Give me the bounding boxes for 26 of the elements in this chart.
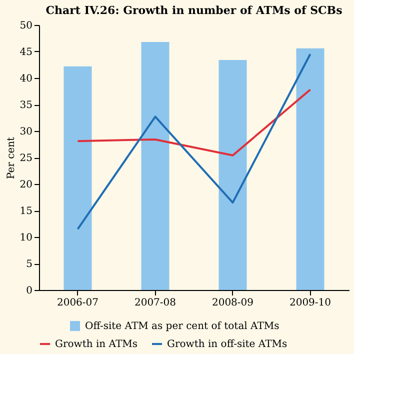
- y-tick-label: 35: [20, 100, 32, 111]
- y-axis-title: Per cent: [6, 136, 17, 180]
- y-tick-label: 15: [20, 206, 32, 217]
- y-tick-label: 5: [26, 259, 32, 270]
- x-tick-label: 2007-08: [134, 298, 176, 308]
- bar: [64, 66, 92, 290]
- legend-label: Off-site ATM as per cent of total ATMs: [85, 321, 280, 332]
- legend-label: Growth in off-site ATMs: [167, 339, 288, 350]
- y-tick-label: 40: [20, 74, 32, 84]
- y-tick-label: 30: [20, 126, 32, 138]
- line-series: [76, 53, 312, 230]
- y-tick-label: 0: [26, 286, 32, 296]
- y-tick-label: 20: [20, 180, 32, 190]
- y-tick-label: 10: [20, 232, 32, 244]
- chart-title: Chart IV.26: Growth in number of ATMs of SCBs: [46, 4, 342, 17]
- bar: [218, 60, 247, 290]
- legend-label: Growth in ATMs: [55, 339, 138, 350]
- y-tick-label: 45: [20, 47, 32, 58]
- y-tick-label: 50: [20, 20, 32, 32]
- x-tick-label: 2009-10: [289, 298, 332, 308]
- bar: [141, 42, 170, 290]
- x-tick-label: 2006-07: [56, 298, 99, 308]
- x-tick-label: 2008-09: [212, 298, 254, 308]
- y-tick-label: 25: [20, 153, 32, 164]
- bar: [296, 48, 324, 290]
- line-series: [76, 88, 312, 156]
